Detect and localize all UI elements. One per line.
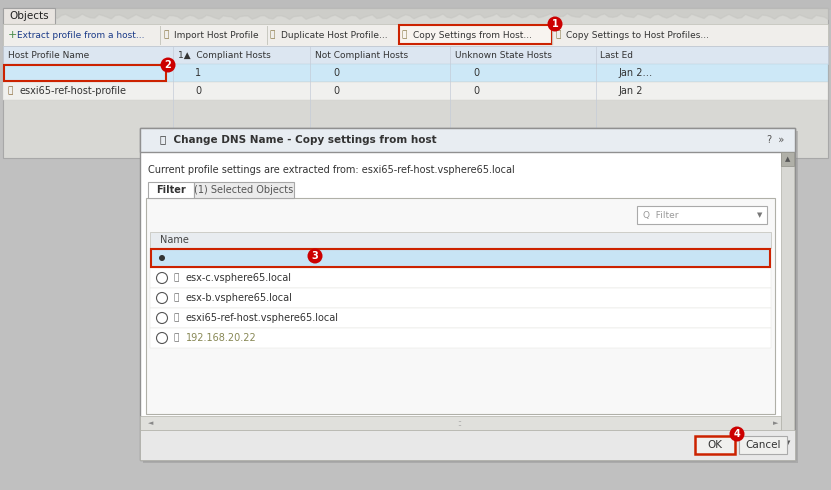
Text: ::: :: xyxy=(458,418,463,427)
Bar xyxy=(150,328,771,348)
Bar xyxy=(4,65,166,81)
Bar xyxy=(194,182,294,198)
Text: ►: ► xyxy=(773,420,779,426)
Bar xyxy=(3,8,55,24)
Text: ▼: ▼ xyxy=(757,212,762,218)
Bar xyxy=(3,64,828,82)
Circle shape xyxy=(156,252,168,264)
Text: 192.168.20.22: 192.168.20.22 xyxy=(186,333,257,343)
Text: 0: 0 xyxy=(333,68,339,78)
Text: Not Compliant Hosts: Not Compliant Hosts xyxy=(315,50,408,59)
Circle shape xyxy=(156,333,168,343)
Bar xyxy=(150,268,771,288)
Bar xyxy=(140,430,795,460)
Text: Unknown State Hosts: Unknown State Hosts xyxy=(455,50,552,59)
Bar xyxy=(150,248,771,268)
Text: Filter: Filter xyxy=(156,185,186,195)
Bar xyxy=(637,206,767,224)
Text: Objects: Objects xyxy=(9,11,49,21)
Bar xyxy=(739,436,787,454)
Text: ?  »: ? » xyxy=(767,135,784,145)
Text: Host Profile Name: Host Profile Name xyxy=(8,50,89,59)
Circle shape xyxy=(730,426,745,441)
Text: 💻: 💻 xyxy=(174,314,179,322)
Text: esxi65-ref-host.vsphere65.local: esxi65-ref-host.vsphere65.local xyxy=(186,313,339,323)
Text: ▲: ▲ xyxy=(784,156,790,162)
Text: 0: 0 xyxy=(473,68,479,78)
Text: 1: 1 xyxy=(195,68,201,78)
Text: OK: OK xyxy=(707,440,722,450)
Text: Jan 2: Jan 2 xyxy=(618,86,642,96)
Bar xyxy=(140,128,795,152)
Bar xyxy=(140,416,781,430)
Text: Current profile settings are extracted from: esxi65-ref-host.vsphere65.local: Current profile settings are extracted f… xyxy=(148,165,514,175)
Text: 0: 0 xyxy=(473,86,479,96)
Bar xyxy=(3,24,828,46)
Text: Import Host Profile: Import Host Profile xyxy=(174,30,258,40)
Text: 💻: 💻 xyxy=(174,334,179,343)
Text: ◄: ◄ xyxy=(148,420,154,426)
Text: Copy Settings to Host Profiles...: Copy Settings to Host Profiles... xyxy=(566,30,709,40)
Circle shape xyxy=(548,17,563,31)
Text: 📋: 📋 xyxy=(8,69,13,77)
Text: 📋: 📋 xyxy=(270,30,275,40)
Bar xyxy=(695,436,735,454)
Circle shape xyxy=(307,248,322,264)
Text: Change DNS Name: Change DNS Name xyxy=(20,68,123,78)
Text: (1) Selected Objects: (1) Selected Objects xyxy=(194,185,293,195)
Text: 📋: 📋 xyxy=(402,30,407,40)
Text: Last Ed: Last Ed xyxy=(600,50,633,59)
Bar xyxy=(3,82,828,100)
Circle shape xyxy=(156,293,168,303)
Text: 📋: 📋 xyxy=(8,87,13,96)
Text: 💻: 💻 xyxy=(174,253,179,263)
Text: Q  Filter: Q Filter xyxy=(643,211,678,220)
Text: esx-a.vsphere65.local: esx-a.vsphere65.local xyxy=(186,253,293,263)
Text: +: + xyxy=(8,30,17,40)
Text: 4: 4 xyxy=(734,429,740,439)
Text: esxi65-ref-host-profile: esxi65-ref-host-profile xyxy=(20,86,127,96)
Text: Cancel: Cancel xyxy=(745,440,781,450)
Bar xyxy=(146,198,775,414)
Text: 💻: 💻 xyxy=(174,294,179,302)
Text: esx-b.vsphere65.local: esx-b.vsphere65.local xyxy=(186,293,293,303)
Text: 0: 0 xyxy=(333,86,339,96)
Circle shape xyxy=(156,313,168,323)
Bar xyxy=(399,25,552,44)
Text: 📋: 📋 xyxy=(555,30,560,40)
Text: 2: 2 xyxy=(165,60,171,70)
Bar xyxy=(148,182,194,198)
Text: Jan 2…: Jan 2… xyxy=(618,68,652,78)
Bar xyxy=(3,46,828,64)
Text: 📋: 📋 xyxy=(163,30,169,40)
Circle shape xyxy=(160,57,175,73)
Text: 1: 1 xyxy=(552,19,558,29)
Text: Name: Name xyxy=(160,235,189,245)
Text: ▼: ▼ xyxy=(784,440,790,446)
Bar xyxy=(150,232,771,248)
Text: 3: 3 xyxy=(312,251,318,261)
Text: 1▲  Compliant Hosts: 1▲ Compliant Hosts xyxy=(178,50,271,59)
Bar xyxy=(0,0,831,10)
Text: esx-c.vsphere65.local: esx-c.vsphere65.local xyxy=(186,273,292,283)
Bar xyxy=(151,249,770,267)
Circle shape xyxy=(159,255,165,261)
Text: 0: 0 xyxy=(195,86,201,96)
Bar xyxy=(781,436,794,449)
Bar xyxy=(781,152,794,166)
Text: Copy Settings from Host...: Copy Settings from Host... xyxy=(413,30,532,40)
Bar xyxy=(3,8,828,158)
Text: 💻: 💻 xyxy=(174,273,179,283)
Text: Extract profile from a host...: Extract profile from a host... xyxy=(17,30,145,40)
Bar xyxy=(143,131,798,463)
Text: Duplicate Host Profile...: Duplicate Host Profile... xyxy=(281,30,387,40)
Bar xyxy=(781,152,794,438)
Bar xyxy=(150,288,771,308)
Bar xyxy=(140,128,795,460)
Circle shape xyxy=(156,272,168,284)
Text: 📋  Change DNS Name - Copy settings from host: 📋 Change DNS Name - Copy settings from h… xyxy=(160,135,436,145)
Bar xyxy=(150,308,771,328)
